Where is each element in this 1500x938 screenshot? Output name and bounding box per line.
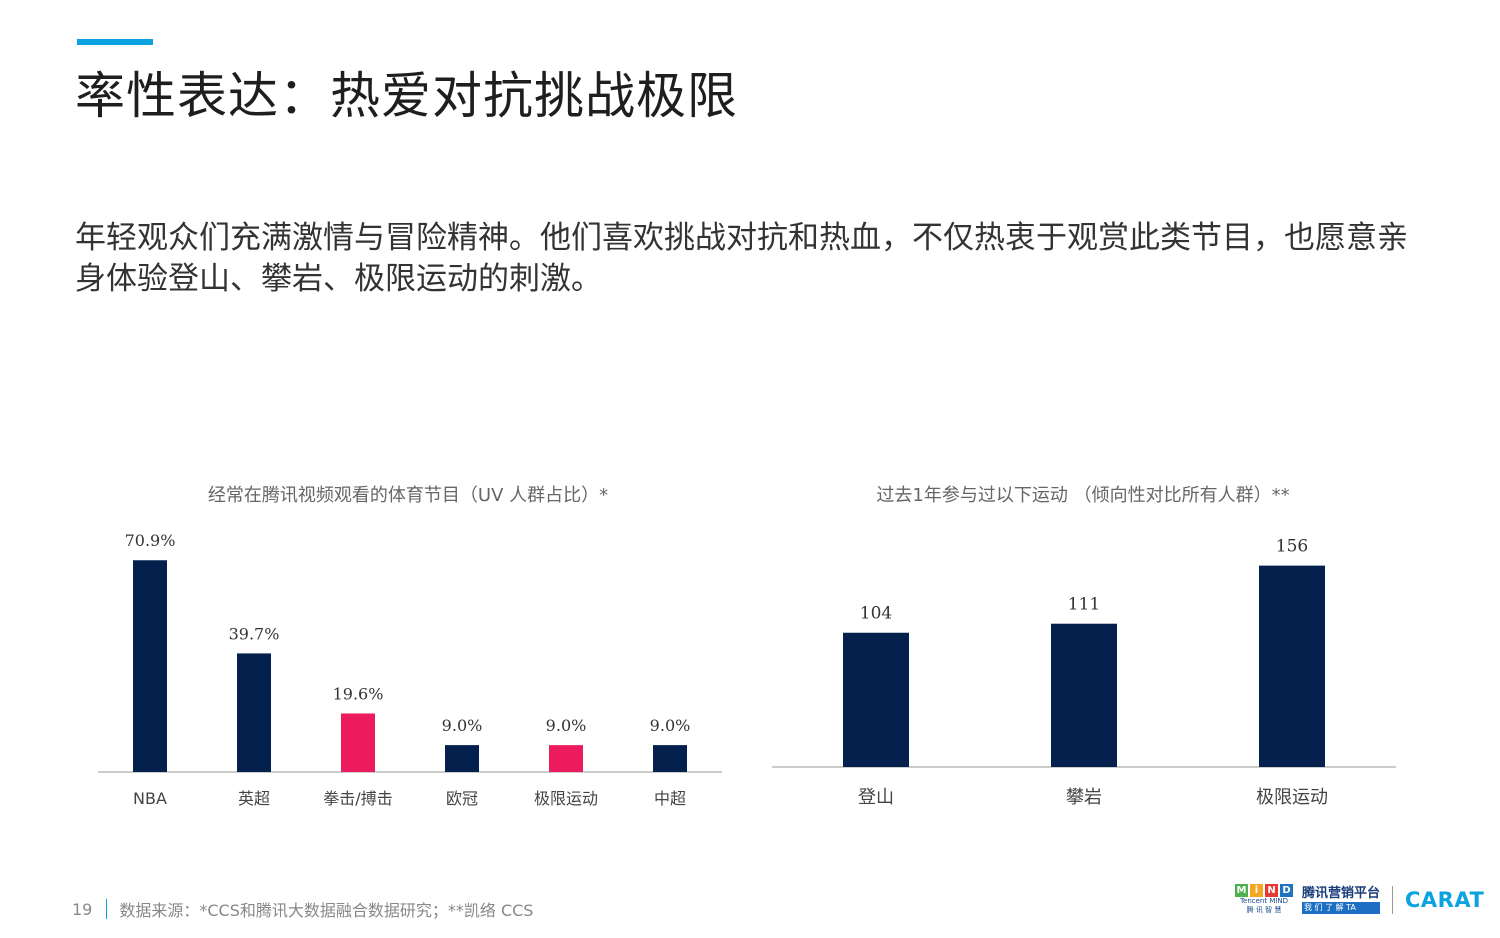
bar-2 [341,713,375,772]
category-label-2: 拳击/搏击 [323,789,392,808]
category-label-2: 极限运动 [1256,787,1328,808]
data-label-1: 39.7% [229,624,280,643]
data-label-2: 19.6% [333,684,384,703]
tencent-marketing-title: 腾讯营销平台 [1302,885,1381,901]
category-label-5: 中超 [654,789,686,808]
category-label-4: 极限运动 [534,789,598,808]
data-label-5: 9.0% [650,716,691,735]
mind-sub-cn: 腾 讯 智 慧 [1246,906,1282,914]
tencent-mind-logo: M i N D Tencent MIND 腾 讯 智 慧 [1234,884,1294,915]
bar-3 [445,745,479,772]
bar-1 [1051,623,1117,767]
page-number: 19 [72,899,93,919]
category-label-1: 英超 [238,789,270,808]
page-subtitle: 年轻观众们充满激情与冒险精神。他们喜欢挑战对抗和热血，不仅热衷于观赏此类节目，也… [75,220,1408,297]
mind-letter-n: N [1265,884,1278,897]
logos: M i N D Tencent MIND 腾 讯 智 慧 腾讯营销平台 我 们 … [1234,884,1484,915]
mind-letter-d: D [1280,884,1293,897]
data-label-4: 9.0% [546,716,587,735]
title-accent-bar [77,39,153,45]
bar-1 [237,653,271,772]
data-label-0: 70.9% [125,531,176,550]
bar-0 [133,560,167,772]
mind-sub-en: Tencent MIND [1239,897,1289,905]
footer: 19 数据来源：*CCS和腾讯大数据融合数据研究；**凯络 CCS [72,897,533,921]
bar-2 [1259,565,1325,767]
bar-0 [843,632,909,767]
bar-5 [653,745,687,772]
chart1-svg: 70.9% NBA 39.7% 英超 19.6% 拳击/搏击 9.0% 欧冠 9.0% 极限运动 9… [98,531,722,808]
chart2-svg: 104 登山 111 攀岩 156 极限运动 [772,537,1396,808]
carat-logo: CARAT [1405,887,1485,912]
data-label-1: 111 [1068,595,1100,615]
mind-letter-i: i [1250,884,1263,897]
logo-divider [1392,885,1394,914]
category-label-0: 登山 [858,787,894,808]
data-label-3: 9.0% [442,716,483,735]
category-label-1: 攀岩 [1066,787,1102,808]
tencent-marketing-slogan: 我 们 了 解 TA [1302,901,1381,914]
chart1-title: 经常在腾讯视频观看的体育节目（UV 人群占比）* [207,485,609,506]
footer-divider [106,899,108,919]
category-label-3: 欧冠 [446,789,478,808]
mind-letter-m: M [1235,884,1248,897]
data-source: 数据来源：*CCS和腾讯大数据融合数据研究；**凯络 CCS [119,901,534,920]
category-label-0: NBA [133,789,167,808]
tencent-marketing-logo: 腾讯营销平台 我 们 了 解 TA [1302,885,1381,914]
bar-4 [549,745,583,772]
data-label-0: 104 [860,604,892,624]
chart2-title: 过去1年参与过以下运动 （倾向性对比所有人群）** [876,485,1290,506]
page-title: 率性表达：热爱对抗挑战极限 [75,67,738,125]
data-label-2: 156 [1276,537,1308,557]
